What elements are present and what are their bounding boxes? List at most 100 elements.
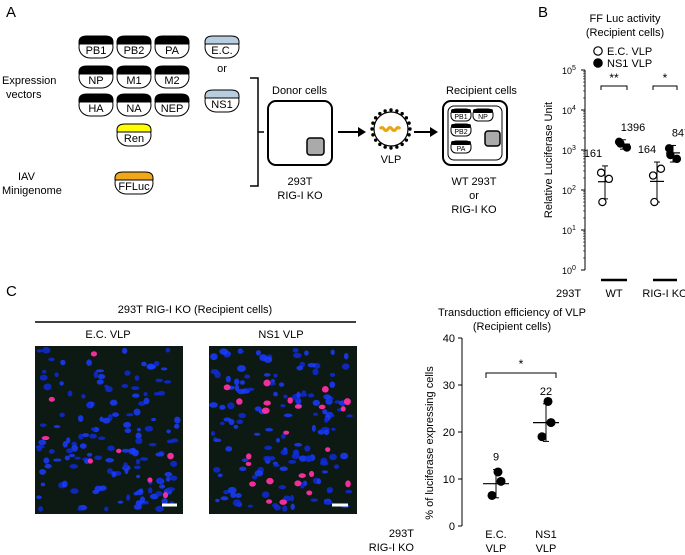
svg-text:PB1: PB1: [454, 114, 467, 121]
svg-text:PB2: PB2: [454, 129, 467, 136]
chart-b-ytick-label: 105: [562, 65, 576, 76]
arrow-vlp-to-recipient-head: [430, 127, 438, 137]
chart-c-ytick-label: 30: [443, 380, 455, 392]
plasmid-pb1-label: PB1: [86, 45, 107, 57]
vlp-particle: [370, 108, 412, 150]
expression-vector-plasmids: PB1 PB2 PA NP M1 M2 HA NA NEP Ren E.C. or NS1 FFLuc: [78, 35, 240, 195]
micrograph-ns1-vlp: [209, 346, 357, 514]
plasmid-ffluc: FFLuc: [114, 171, 154, 195]
recipient-cell-inner: [447, 105, 503, 161]
chart-b-sig-label: **: [609, 71, 619, 85]
plasmid-ns1-label: NS1: [211, 99, 232, 111]
plasmid-np: NP: [78, 65, 114, 89]
vrnp-pb2: PB2: [450, 123, 472, 137]
chart-b-ytick-label: 100: [562, 265, 576, 276]
plasmid-pa: PA: [154, 35, 190, 59]
vrnp-pa: PA: [450, 140, 472, 154]
chart-b-sig-bracket: [652, 85, 678, 90]
plasmid-m2-label: M2: [164, 75, 179, 87]
expression-vectors-label-1: Expression: [2, 75, 56, 87]
plasmid-pb2-label: PB2: [124, 45, 145, 57]
recipient-cell-nucleus: [484, 130, 501, 147]
plasmid-na-label: NA: [126, 103, 142, 115]
chart-b-point: [604, 174, 614, 184]
chart-b-sig-label: *: [663, 71, 668, 85]
chart-b-point: [664, 144, 674, 153]
recipient-cells-title: Recipient cells: [446, 85, 517, 97]
chart-c-point: [493, 467, 503, 477]
plasmid-nep: NEP: [154, 93, 190, 117]
chart-b-point: [650, 197, 659, 207]
iav-minigenome-label-2: Minigenome: [2, 185, 62, 197]
chart-b-legend-marker: [593, 58, 603, 68]
chart-c-row-label-1: 293T: [389, 528, 414, 540]
donor-cell-genotype: RIG-I KO: [277, 190, 323, 202]
chart-c-sig-label: *: [519, 357, 524, 371]
plasmid-ha: HA: [78, 93, 114, 117]
plasmid-ren: Ren: [116, 123, 152, 147]
plasmid-pb1: PB1: [78, 35, 114, 59]
chart-b-sig-bracket: [600, 85, 628, 90]
recipient-cell-line-2: or: [469, 190, 479, 202]
vrnp-np: NP: [472, 108, 494, 122]
chart-c-point: [537, 432, 547, 442]
chart-c-title-2: (Recipient cells): [473, 321, 551, 333]
chart-c-ylabel: % of luciferase expressing cells: [424, 366, 436, 520]
chart-b-point: [598, 197, 607, 207]
chart-b-point: [656, 164, 666, 173]
chart-b-point: [666, 150, 675, 160]
plasmid-ffluc-label: FFLuc: [118, 181, 150, 193]
donor-cells-title: Donor cells: [272, 85, 328, 97]
image-header: 293T RIG-I KO (Recipient cells): [118, 304, 272, 316]
vector-bracket: [250, 77, 264, 187]
plasmid-ns1: NS1: [204, 89, 240, 113]
chart-b-title-2: (Recipient cells): [586, 27, 664, 39]
chart-b-point: [648, 171, 658, 180]
chart-b-ytick-label: 104: [562, 105, 576, 116]
plasmid-pa-label: PA: [165, 45, 180, 57]
image-label-ec: E.C. VLP: [85, 329, 130, 341]
plasmid-na: NA: [116, 93, 152, 117]
image-label-ns1: NS1 VLP: [258, 329, 303, 341]
or-label: or: [217, 63, 227, 75]
vlp-label: VLP: [381, 154, 402, 166]
chart-c-point: [546, 418, 556, 428]
arrow-donor-to-vlp-head: [358, 127, 366, 137]
chart-b-point: [622, 143, 632, 152]
chart-b-group-label: RIG-I KO: [642, 288, 685, 300]
chart-c-row-label-2: RIG-I KO: [369, 542, 415, 554]
chart-b-legend-label: NS1 VLP: [607, 58, 652, 70]
chart-c-sig-bracket: [485, 372, 557, 378]
plasmid-m2: M2: [154, 65, 190, 89]
chart-b-ytick-label: 103: [562, 145, 576, 156]
vrnp-pb1: PB1: [450, 108, 472, 122]
micrograph-ec-vlp: [35, 346, 183, 514]
recipient-vrnp-segments: PB1 NP PB2 PA: [450, 108, 494, 154]
panel-letter-a: A: [6, 4, 16, 21]
chart-c-category-label-1: NS1: [535, 529, 556, 541]
plasmid-nep-label: NEP: [161, 103, 184, 115]
panel-letter-c: C: [6, 283, 17, 300]
chart-b-ytick-label: 102: [562, 185, 576, 196]
plasmid-ec: E.C.: [204, 35, 240, 59]
chart-c-title-1: Transduction efficiency of VLP: [438, 307, 586, 319]
recipient-cell-line-3: RIG-I KO: [451, 204, 497, 216]
chart-c-point: [487, 490, 497, 500]
chart-b-cell-line: 293T: [556, 288, 581, 300]
chart-c-category-label-2: VLP: [486, 543, 507, 555]
chart-c-ytick-label: 20: [443, 427, 455, 439]
chart-b-mean-label: 161: [584, 148, 602, 160]
chart-c-mean-label: 22: [540, 386, 552, 398]
plasmid-np-label: NP: [88, 75, 103, 87]
panel-b: B FF Luc activity (Recipient cells) Rela…: [538, 4, 685, 300]
plasmid-m1-label: M1: [126, 75, 141, 87]
chart-c-category-label-1: E.C.: [485, 529, 506, 541]
chart-b-title-1: FF Luc activity: [590, 13, 661, 25]
chart-b-point: [596, 168, 606, 177]
chart-b-ylabel: Relative Luciferase Unit: [543, 102, 555, 218]
panel-c: C 293T RIG-I KO (Recipient cells) E.C. V…: [6, 283, 586, 555]
expression-vectors-label-2: vectors: [6, 89, 42, 101]
chart-c-ytick-label: 0: [449, 521, 455, 533]
